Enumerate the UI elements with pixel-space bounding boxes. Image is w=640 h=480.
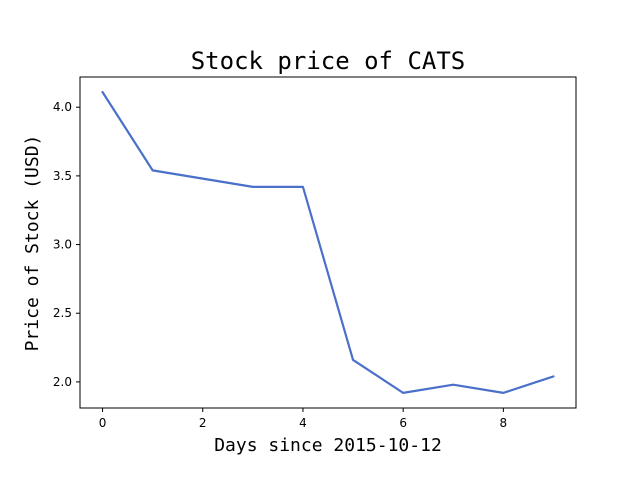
- x-axis-label: Days since 2015-10-12: [214, 435, 442, 456]
- y-axis: 2.0 2.5 3.0 3.5 4.0: [53, 100, 80, 389]
- x-tick-label: 2: [199, 416, 207, 430]
- price-series-line: [101, 91, 555, 394]
- y-tick-label: 3.0: [53, 238, 72, 252]
- x-tick-label: 8: [500, 416, 508, 430]
- x-axis: 0 2 4 6 8: [99, 408, 507, 430]
- plot-area: [79, 76, 577, 409]
- y-tick-label: 2.0: [53, 375, 72, 389]
- y-tick-label: 2.5: [53, 306, 72, 320]
- x-tick-label: 6: [399, 416, 407, 430]
- y-tick-label: 4.0: [53, 100, 72, 114]
- x-tick-label: 0: [99, 416, 107, 430]
- chart-title: Stock price of CATS: [191, 47, 466, 75]
- x-tick-label: 4: [299, 416, 307, 430]
- y-tick-label: 3.5: [53, 169, 72, 183]
- y-axis-label: Price of Stock (USD): [22, 135, 43, 352]
